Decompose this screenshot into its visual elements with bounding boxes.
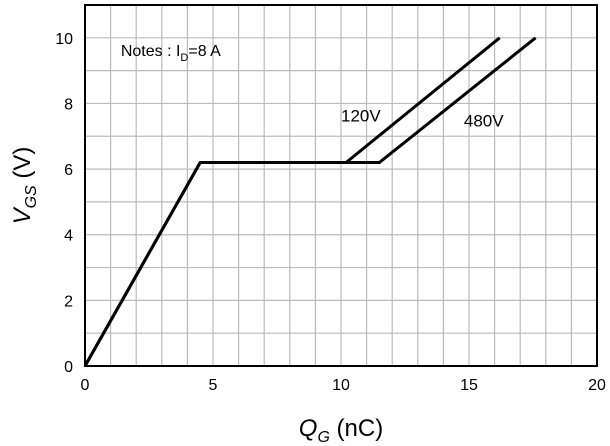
y-tick-label: 2	[64, 293, 73, 310]
x-tick-label: 5	[209, 377, 218, 394]
plot-frame	[84, 4, 598, 367]
x-tick-label: 20	[588, 377, 606, 394]
y-axis-label-main: V	[9, 206, 36, 224]
x-axis-label: QG (nC)	[299, 415, 383, 446]
x-axis-label-main: Q	[299, 415, 318, 442]
y-tick-label: 10	[55, 31, 73, 48]
series-label-120V: 120V	[341, 107, 381, 126]
x-axis-label-sub: G	[317, 429, 329, 446]
x-tick-label: 15	[460, 377, 478, 394]
series-lines	[83, 36, 537, 367]
y-tick-label: 4	[64, 228, 73, 245]
note-suffix: =8 A	[188, 43, 221, 60]
y-tick-label: 8	[64, 96, 73, 113]
series-labels: 120V 480V	[341, 107, 504, 131]
series-label-480V: 480V	[464, 111, 504, 130]
y-axis-label: VGS (V)	[9, 147, 40, 225]
tick-labels: 0 5 10 15 20 0 2 4 6 8 10	[55, 31, 606, 394]
x-axis-label-unit: (nC)	[330, 415, 383, 442]
series-line-480V	[83, 36, 537, 367]
note-text: Notes : ID=8 A	[121, 43, 221, 64]
grid	[85, 5, 597, 366]
y-tick-label: 6	[64, 162, 73, 179]
y-axis-label-unit: (V)	[9, 147, 36, 186]
x-tick-label: 10	[332, 377, 350, 394]
x-tick-label: 0	[81, 377, 90, 394]
note-prefix: Notes : I	[121, 43, 181, 60]
y-axis-label-sub: GS	[23, 185, 40, 208]
y-tick-label: 0	[64, 359, 73, 376]
note-subscript: D	[180, 52, 188, 64]
